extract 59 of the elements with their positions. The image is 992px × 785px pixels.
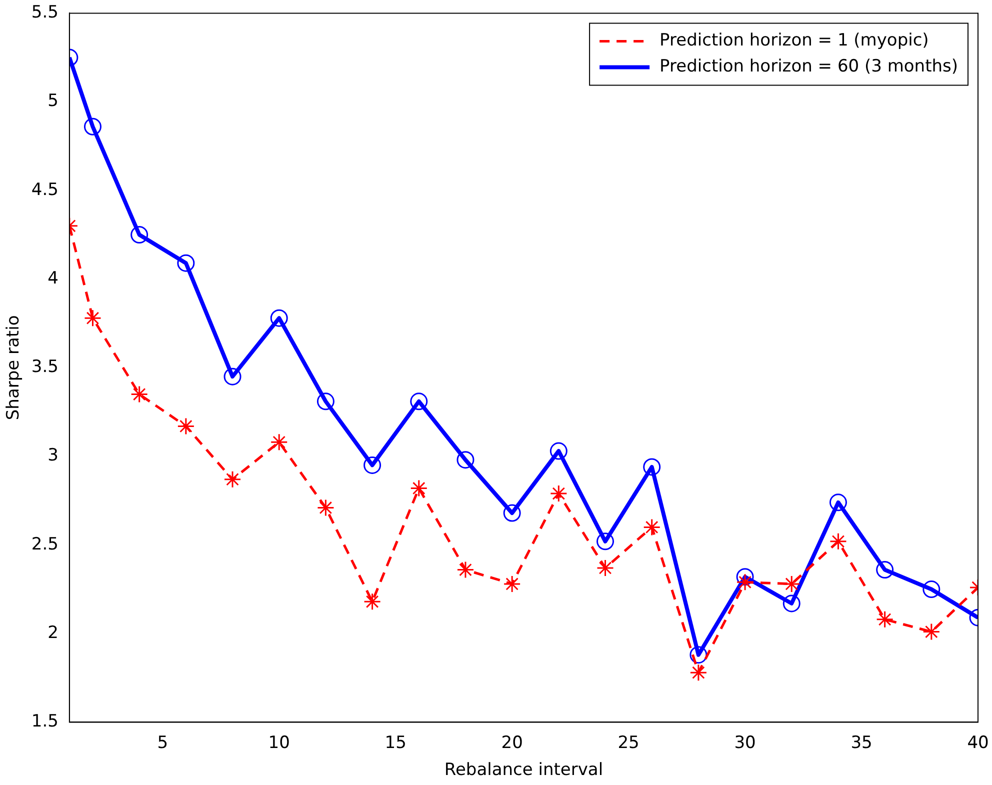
point — [736, 568, 754, 586]
y-tick-label: 5.5 — [31, 2, 58, 23]
point — [410, 479, 428, 497]
x-tick-label: 25 — [618, 732, 640, 753]
point — [364, 592, 382, 610]
point — [829, 494, 847, 512]
point — [130, 226, 148, 244]
point — [177, 417, 195, 435]
y-tick-label: 5 — [48, 91, 58, 112]
point — [84, 309, 102, 327]
point — [270, 309, 288, 327]
point — [364, 456, 382, 474]
point — [922, 623, 940, 641]
y-tick-label: 3.5 — [31, 357, 58, 378]
point — [876, 610, 894, 628]
point — [643, 458, 661, 476]
point — [316, 392, 334, 410]
point — [922, 580, 940, 598]
y-axis-title: Sharpe ratio — [4, 315, 24, 420]
y-tick-label: 1.5 — [31, 712, 58, 732]
point — [456, 451, 474, 469]
y-tick-label: 2.5 — [31, 534, 58, 554]
point — [829, 532, 847, 550]
point — [316, 498, 334, 516]
x-tick-label: 15 — [384, 732, 406, 753]
point — [456, 561, 474, 579]
point — [503, 575, 521, 593]
point — [550, 484, 568, 502]
x-tick-label: 35 — [850, 732, 872, 753]
point — [270, 433, 288, 451]
legend-label: Prediction horizon = 1 (myopic) — [660, 30, 929, 51]
x-tick-label: 20 — [501, 732, 523, 753]
point — [596, 532, 614, 550]
point — [736, 573, 754, 591]
x-tick-label: 30 — [734, 732, 756, 753]
y-tick-label: 4.5 — [31, 180, 58, 200]
point — [782, 594, 800, 612]
point — [130, 386, 148, 404]
point — [84, 118, 102, 136]
y-tick-label: 3 — [48, 446, 58, 466]
point — [177, 254, 195, 272]
point — [690, 646, 708, 664]
x-tick-label: 5 — [157, 732, 168, 753]
point — [224, 368, 242, 386]
x-tick-label: 10 — [268, 732, 290, 753]
point — [410, 392, 428, 410]
point — [876, 561, 894, 579]
y-tick-label: 4 — [48, 268, 58, 288]
y-tick-label: 2 — [48, 622, 58, 643]
point — [643, 518, 661, 536]
x-tick-label: 40 — [967, 732, 989, 753]
point — [224, 470, 242, 488]
x-axis-title: Rebalance interval — [444, 760, 604, 780]
point — [782, 575, 800, 593]
point — [550, 442, 568, 460]
point — [690, 664, 708, 682]
point — [596, 559, 614, 577]
point — [503, 504, 521, 522]
legend-label: Prediction horizon = 60 (3 months) — [660, 56, 958, 77]
